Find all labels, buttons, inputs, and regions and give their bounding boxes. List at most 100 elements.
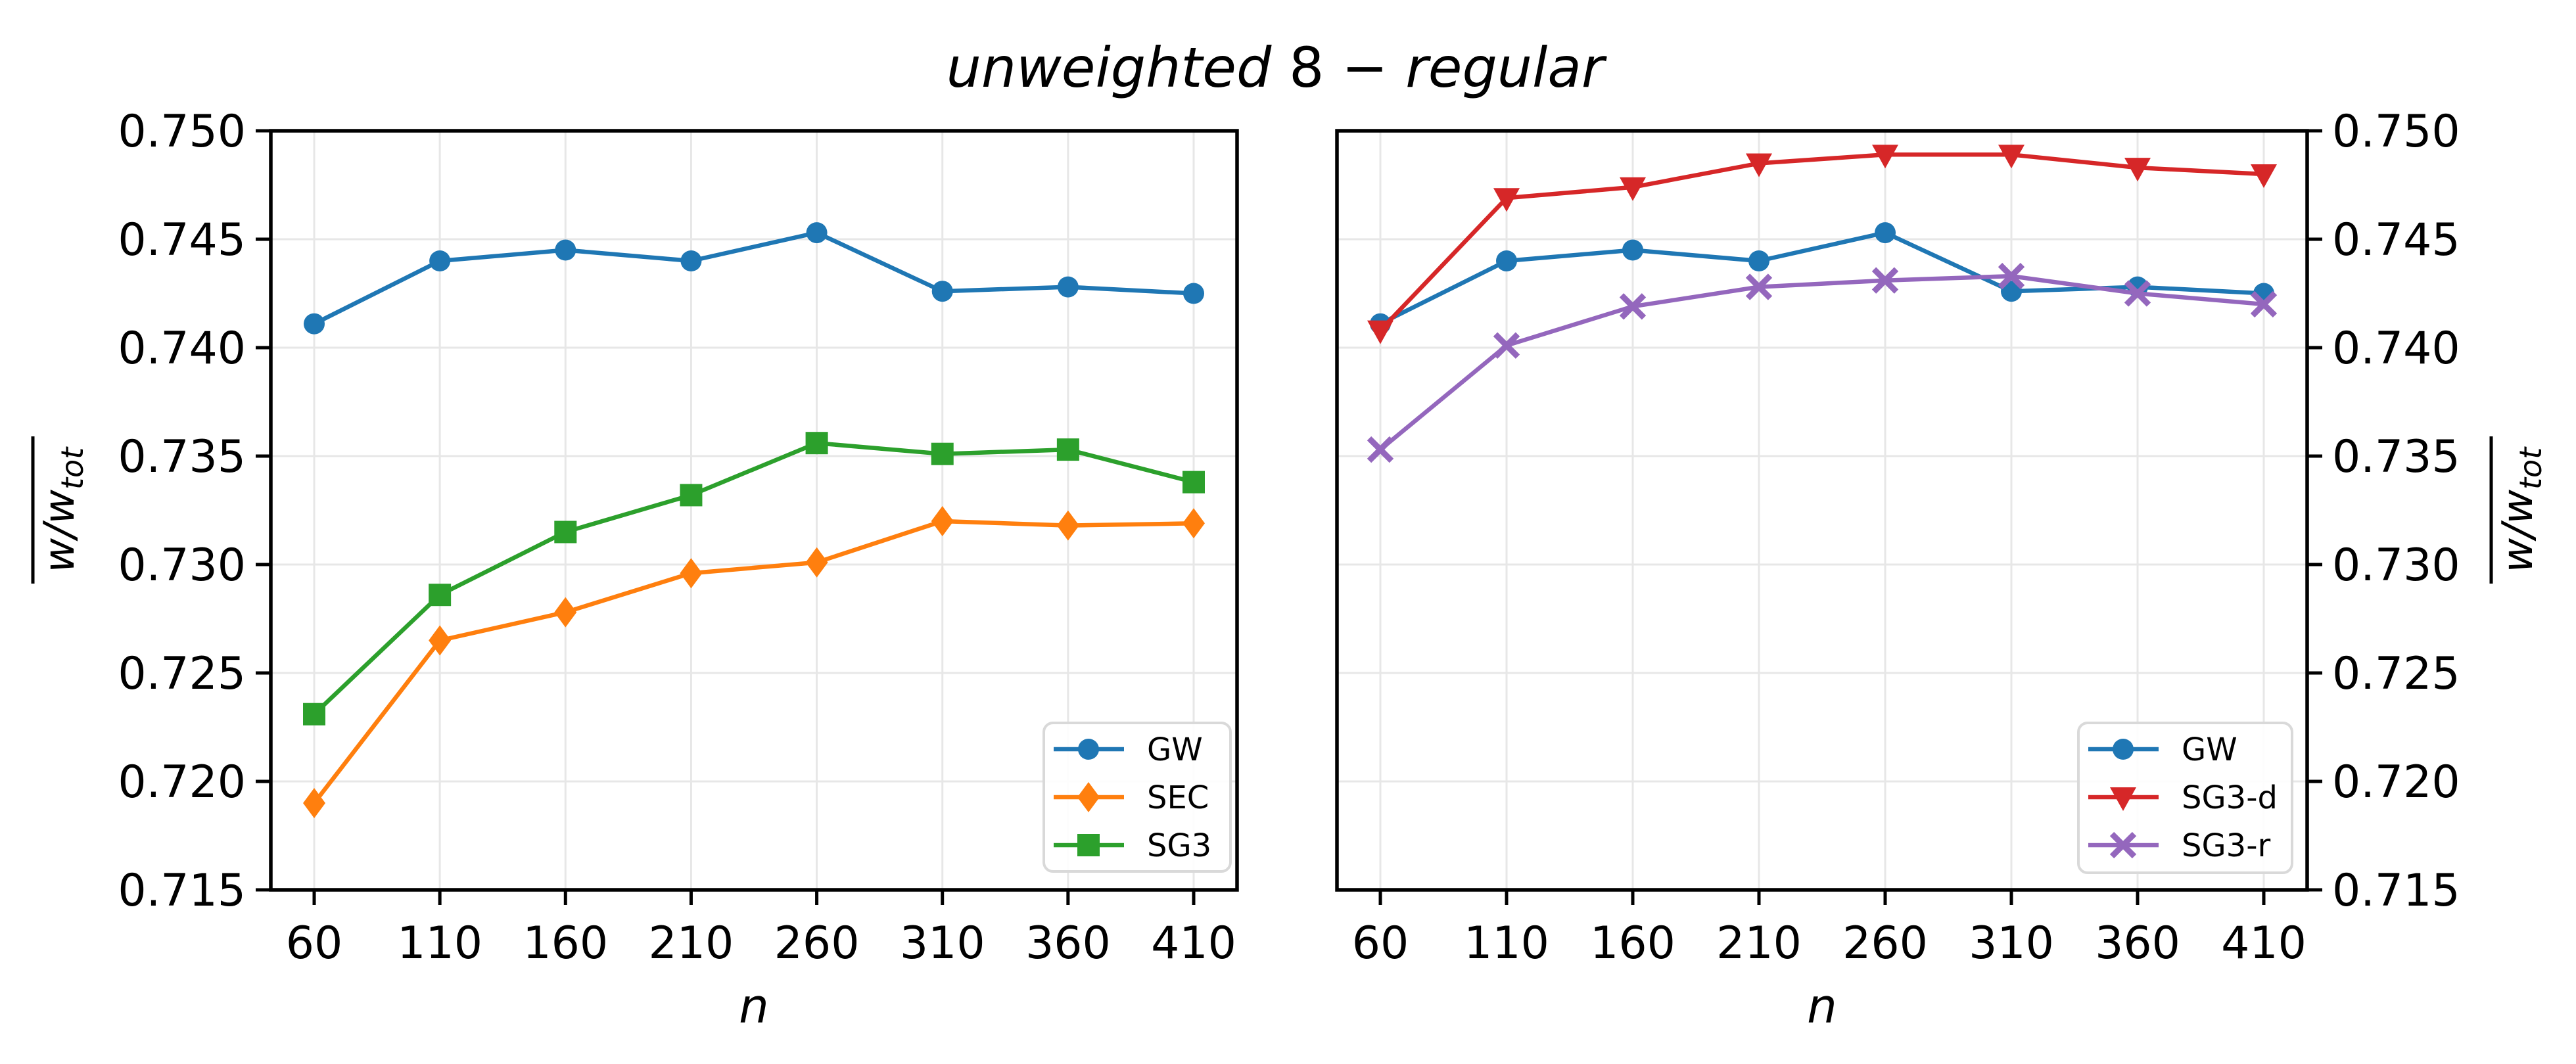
circle-marker (1875, 222, 1896, 244)
square-marker (1183, 471, 1205, 494)
triangle-down-marker (2124, 158, 2151, 182)
legend-label: SG3 (1147, 827, 1211, 864)
x-tick-label: 60 (1352, 917, 1409, 969)
square-marker (303, 703, 325, 726)
x-tick-label: 310 (900, 917, 985, 969)
series-SG3 (303, 432, 1205, 726)
y-axis-label-text: w/wtot (2494, 446, 2548, 572)
triangle-down-marker (1367, 320, 1393, 344)
x-axis-label: n (1807, 979, 1837, 1034)
thin-diamond-marker (680, 558, 703, 589)
figure-title-text: unweighted 8 − regular (947, 35, 1607, 100)
x-tick-label: 60 (286, 917, 343, 969)
y-tick-label: 0.730 (118, 540, 246, 591)
y-tick-label: 0.735 (118, 431, 246, 483)
square-marker (680, 484, 703, 507)
y-axis-tick-labels: 0.715 0.720 0.725 0.730 0.735 0.740 0.745 0.750 (118, 106, 246, 917)
x-axis-ticks (312, 890, 1196, 905)
legend-label: SEC (1147, 779, 1209, 816)
square-marker (429, 584, 452, 607)
circle-marker (931, 281, 953, 302)
x-tick-label: 310 (1969, 917, 2054, 969)
square-marker (805, 432, 828, 455)
triangle-down-marker (1746, 153, 1772, 177)
x-marker (1871, 267, 1899, 294)
y-tick-label: 0.750 (118, 106, 246, 158)
y-axis-label: w/wtot (31, 436, 90, 584)
y-tick-label: 0.715 (2332, 865, 2460, 917)
triangle-down-marker (1872, 145, 1898, 169)
thin-diamond-marker (1056, 510, 1079, 541)
x-tick-label: 410 (1151, 917, 1236, 969)
axes-frame (269, 129, 1239, 892)
legend: GW SEC SG3 (1042, 722, 1232, 873)
y-tick-label: 0.750 (2332, 106, 2460, 158)
legend-item-GW: GW (1054, 731, 1203, 768)
series-GW (1370, 222, 2274, 335)
figure-title: unweighted 8 − regular (947, 35, 1607, 100)
y-tick-label: 0.720 (2332, 756, 2460, 808)
series-SG3-line (312, 440, 1194, 716)
square-marker (1056, 438, 1079, 461)
thin-diamond-marker (429, 625, 452, 656)
y-tick-label: 0.740 (2332, 323, 2460, 375)
y-axis-label-text: w/wtot (35, 446, 90, 572)
triangle-down-marker (1998, 145, 2025, 169)
thin-diamond-marker (1077, 782, 1100, 812)
series-SEC (303, 506, 1205, 818)
y-tick-label: 0.725 (2332, 648, 2460, 700)
x-tick-label: 360 (2095, 917, 2180, 969)
x-axis-tick-labels: 60 110 160 210 260 310 360 410 (1352, 917, 2307, 969)
x-marker (2109, 831, 2137, 859)
y-tick-label: 0.740 (118, 323, 246, 375)
circle-marker (1748, 250, 1769, 271)
x-marker (1493, 332, 1520, 359)
square-marker (931, 442, 954, 465)
x-marker (2124, 280, 2151, 307)
legend-label: GW (2182, 731, 2237, 768)
legend-label: SG3-r (2182, 827, 2271, 864)
y-tick-label: 0.745 (118, 214, 246, 266)
series-SG3-d (1367, 145, 2277, 344)
series-GW-line (313, 230, 1194, 326)
circle-marker (555, 239, 576, 261)
circle-marker (1622, 239, 1643, 261)
legend-item-GW: GW (2088, 731, 2237, 768)
legend-item-SG3-r: SG3-r (2088, 827, 2271, 864)
y-axis-ticks (256, 129, 271, 892)
square-marker (1077, 834, 1100, 856)
x-tick-label: 360 (1025, 917, 1111, 969)
x-tick-label: 410 (2221, 917, 2307, 969)
circle-marker (2001, 281, 2022, 302)
x-tick-label: 210 (649, 917, 734, 969)
triangle-down-marker (1493, 188, 1520, 212)
square-marker (554, 520, 577, 544)
circle-marker (429, 250, 451, 271)
legend-label: GW (1147, 731, 1203, 768)
series-SG3-d-line (1378, 152, 2264, 332)
x-tick-label: 210 (1716, 917, 1802, 969)
circle-marker (806, 222, 828, 244)
y-tick-label: 0.730 (2332, 540, 2460, 591)
x-marker (1619, 293, 1647, 320)
x-marker (1998, 262, 2025, 290)
left-plot: 60 110 160 210 260 310 360 4100.7150.7200.7250.… (31, 106, 1239, 1034)
series-SG3-r (1367, 262, 2278, 463)
series-SG3-r-line (1378, 273, 2264, 451)
y-tick-label: 0.735 (2332, 431, 2460, 483)
legend-item-SG3-d: SG3-d (2088, 779, 2278, 816)
y-tick-label: 0.720 (118, 756, 246, 808)
axes-frame (1335, 129, 2309, 892)
legend-label: SG3-d (2182, 779, 2278, 816)
thin-diamond-marker (303, 788, 325, 818)
x-marker (1745, 273, 1773, 300)
triangle-down-marker (2251, 164, 2277, 188)
thin-diamond-marker (805, 547, 828, 578)
x-axis-ticks (1378, 890, 2266, 905)
x-marker (2250, 290, 2278, 318)
right-plot: 60 110 160 210 260 310 360 4100.7150.7200.7250.… (1335, 106, 2548, 1034)
x-marker (1367, 436, 1394, 463)
circle-marker (304, 313, 325, 335)
series-GW (304, 222, 1204, 335)
